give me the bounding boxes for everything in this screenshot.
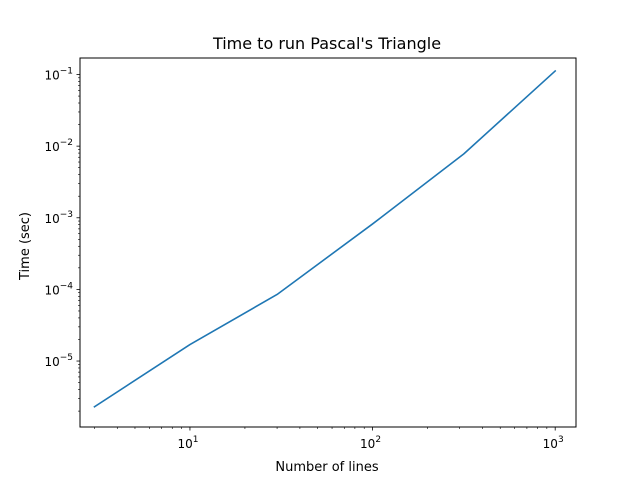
x-tick-label: 103 [543,435,564,451]
x-tick-label: 101 [177,435,198,451]
series-line-0 [93,69,557,408]
x-axis-label: Number of lines [275,460,378,475]
x-tick-label: 102 [360,435,381,451]
y-axis-label: Time (sec) [18,212,33,281]
y-tick-label: 10−2 [44,138,73,154]
y-tick-label: 10−4 [44,281,73,297]
y-tick-label: 10−3 [44,210,73,226]
plot-frame [79,57,577,428]
y-tick-label: 10−5 [44,353,73,369]
y-tick-label: 10−1 [44,67,73,83]
chart-title: Time to run Pascal's Triangle [212,34,441,53]
series-layer [93,69,557,408]
axis-ticks: 101 102 103 10−5 10−4 10−3 10−2 10−1 [44,67,563,451]
